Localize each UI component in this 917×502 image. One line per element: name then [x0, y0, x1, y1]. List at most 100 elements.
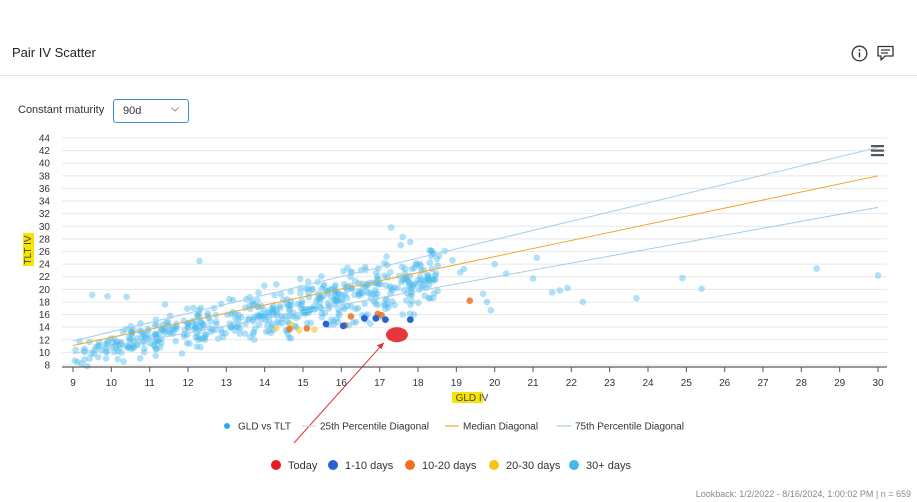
scatter-point — [207, 318, 214, 325]
scatter-point — [217, 326, 225, 334]
point-today — [385, 327, 408, 343]
scatter-point — [201, 334, 208, 341]
scatter-point — [120, 358, 127, 365]
scatter-point — [389, 286, 396, 294]
info-circle-icon[interactable] — [849, 44, 869, 62]
legend-label[interactable]: GLD vs TLT — [238, 422, 291, 433]
scatter-point — [255, 289, 262, 297]
constant-maturity-label: Constant maturity — [18, 104, 105, 116]
point-20-30-days — [311, 326, 318, 333]
x-axis-label-highlight — [452, 392, 483, 403]
comment-icon[interactable] — [875, 44, 895, 62]
scatter-point — [412, 261, 420, 269]
scatter-point — [288, 301, 295, 309]
scatter-point — [236, 330, 244, 337]
scatter-point — [298, 305, 305, 313]
scatter-point — [140, 348, 148, 356]
y-tick-label: 24 — [39, 260, 51, 271]
scatter-point — [330, 321, 338, 328]
scatter-point — [268, 320, 276, 328]
scatter-point — [207, 328, 215, 336]
scatter-point — [449, 257, 456, 264]
scatter-point — [227, 324, 234, 331]
scatter-point — [236, 325, 244, 332]
scatter-point — [199, 320, 207, 328]
scatter-point — [136, 327, 143, 334]
scatter-point — [264, 322, 271, 329]
scatter-point — [276, 302, 284, 310]
scatter-point — [256, 312, 264, 320]
scatter-point — [334, 289, 342, 297]
scatter-point — [426, 294, 434, 302]
recency-legend-label[interactable]: 1-10 days — [345, 460, 394, 472]
x-tick-label: 13 — [221, 378, 233, 389]
scatter-point — [324, 287, 332, 295]
scatter-point — [262, 328, 270, 335]
scatter-point — [197, 343, 204, 351]
scatter-point — [405, 278, 413, 286]
scatter-point — [385, 304, 392, 311]
scatter-point — [343, 294, 351, 302]
scatter-point — [269, 310, 277, 318]
scatter-point — [331, 296, 338, 303]
scatter-point — [356, 292, 363, 299]
scatter-point — [381, 272, 388, 279]
scatter-point — [318, 313, 326, 321]
scatter-point — [334, 297, 342, 304]
scatter-point — [265, 327, 272, 335]
scatter-point — [431, 271, 439, 279]
scatter-point — [874, 272, 882, 279]
scatter-point — [328, 316, 335, 323]
recency-legend-label[interactable]: Today — [288, 460, 318, 472]
recency-legend-label[interactable]: 10-20 days — [422, 460, 477, 472]
scatter-point — [331, 296, 339, 304]
scatter-point — [202, 330, 209, 338]
y-tick-label: 26 — [39, 247, 51, 258]
scatter-point — [188, 318, 196, 325]
scatter-point — [564, 284, 571, 292]
scatter-point — [415, 279, 423, 287]
recency-legend-marker — [489, 460, 499, 470]
scatter-point — [118, 349, 125, 356]
scatter-point — [384, 300, 392, 308]
legend-label[interactable]: 25th Percentile Diagonal — [320, 422, 429, 433]
diagonal-p25 — [72, 206, 879, 355]
scatter-point — [399, 311, 406, 318]
scatter-point — [165, 328, 173, 336]
scatter-point — [316, 299, 324, 306]
scatter-point — [233, 323, 241, 331]
scatter-point — [72, 346, 79, 354]
scatter-point — [408, 297, 416, 305]
legend-label[interactable]: 75th Percentile Diagonal — [575, 422, 684, 433]
scatter-point — [352, 318, 360, 326]
scatter-point — [414, 277, 421, 284]
maturity-select[interactable]: 90d — [113, 99, 189, 123]
legend-label[interactable]: Median Diagonal — [463, 422, 538, 433]
scatter-point — [363, 289, 371, 296]
scatter-point — [333, 296, 341, 304]
scatter-point — [399, 233, 406, 241]
scatter-point — [335, 290, 343, 298]
scatter-point — [94, 353, 102, 361]
x-tick-label: 21 — [527, 378, 539, 389]
scatter-point — [420, 277, 428, 285]
point-10-20-days — [303, 325, 311, 332]
scatter-point — [332, 281, 339, 289]
scatter-point — [129, 343, 137, 351]
scatter-point — [184, 323, 191, 331]
hamburger-menu-icon[interactable] — [871, 145, 884, 157]
scatter-point — [426, 281, 433, 289]
y-tick-label: 28 — [39, 234, 51, 245]
scatter-point — [190, 325, 198, 333]
scatter-point — [163, 319, 170, 326]
scatter-point — [264, 309, 271, 316]
scatter-point — [294, 300, 302, 308]
recency-legend-label[interactable]: 20-30 days — [506, 460, 561, 472]
scatter-point — [430, 294, 437, 302]
scatter-point — [397, 278, 405, 286]
recency-legend-label[interactable]: 30+ days — [586, 460, 631, 472]
scatter-point — [81, 345, 88, 353]
scatter-point — [529, 275, 537, 282]
scatter-point — [287, 334, 295, 342]
scatter-point — [434, 262, 441, 269]
